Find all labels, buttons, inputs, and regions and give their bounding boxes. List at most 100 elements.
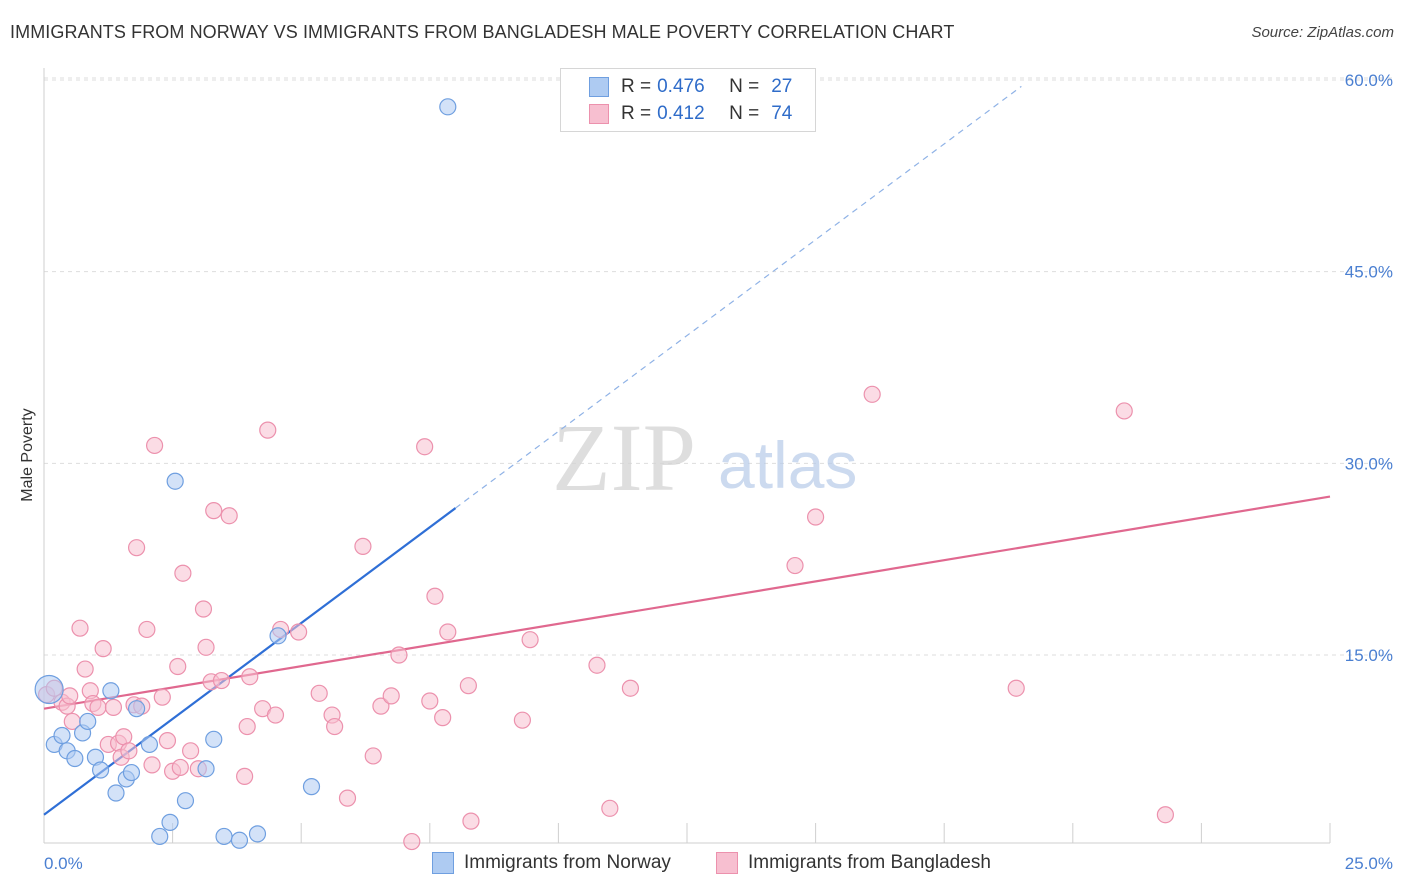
bangladesh-point bbox=[212, 671, 231, 690]
x-tick-label-max: 25.0% bbox=[1345, 854, 1393, 873]
norway-point bbox=[176, 792, 195, 810]
bangladesh-point bbox=[89, 698, 107, 716]
norway-point bbox=[66, 749, 84, 768]
norway-point bbox=[215, 827, 233, 846]
trend-lines bbox=[43, 85, 1331, 816]
bangladesh-point bbox=[238, 717, 256, 736]
bangladesh-point bbox=[1156, 806, 1174, 824]
norway-point bbox=[151, 827, 169, 846]
bangladesh-point bbox=[61, 687, 79, 705]
bangladesh-point bbox=[434, 709, 452, 727]
bangladesh-point bbox=[426, 587, 444, 605]
norway-point bbox=[102, 682, 120, 700]
norway-point bbox=[302, 778, 321, 796]
bangladesh-point bbox=[266, 706, 285, 724]
bangladesh-point bbox=[76, 660, 94, 678]
axes bbox=[43, 68, 1331, 844]
bangladesh-point bbox=[145, 436, 164, 455]
bangladesh-point bbox=[259, 421, 277, 439]
bangladesh-point bbox=[127, 539, 146, 557]
legend-label-norway: Immigrants from Norway bbox=[464, 852, 671, 873]
data-points bbox=[34, 98, 1174, 851]
norway-point bbox=[166, 472, 184, 490]
bangladesh-point bbox=[364, 747, 382, 765]
bangladesh-point bbox=[601, 799, 619, 817]
norway-point bbox=[91, 761, 110, 779]
legend-item-norway[interactable]: Immigrants from Norway bbox=[432, 852, 671, 874]
norway-point bbox=[140, 735, 159, 754]
bangladesh-point bbox=[786, 556, 804, 575]
correlation-legend: R = 0.476 N = 27 R = 0.412 N = 74 bbox=[560, 68, 816, 132]
legend-n-value: 74 bbox=[771, 103, 793, 124]
bangladesh-point bbox=[197, 638, 215, 656]
bangladesh-point bbox=[372, 697, 390, 715]
norway-trend-extension bbox=[455, 85, 1022, 509]
bangladesh-point bbox=[338, 789, 357, 807]
norway-point bbox=[230, 831, 249, 849]
bangladesh-point bbox=[521, 631, 539, 649]
norway-point bbox=[269, 627, 287, 645]
x-tick-label-min: 0.0% bbox=[44, 854, 83, 873]
legend-r-key: R = bbox=[621, 76, 652, 97]
y-tick-label: 30.0% bbox=[1345, 454, 1393, 473]
norway-point bbox=[205, 730, 223, 748]
bangladesh-point bbox=[120, 742, 138, 760]
bangladesh-point bbox=[158, 732, 177, 750]
norway-point bbox=[53, 726, 71, 745]
bangladesh-point bbox=[863, 385, 881, 403]
gridlines bbox=[44, 77, 1392, 656]
bangladesh-point bbox=[194, 600, 213, 618]
bangladesh-point bbox=[806, 508, 825, 526]
bangladesh-trend-line bbox=[43, 495, 1331, 710]
bangladesh-point bbox=[382, 687, 400, 705]
bangladesh-point bbox=[621, 679, 640, 697]
legend-n-value: 27 bbox=[771, 76, 793, 97]
legend-row-norway: R = 0.476 N = 27 bbox=[589, 75, 792, 99]
bangladesh-point bbox=[171, 758, 189, 777]
legend-item-bangladesh[interactable]: Immigrants from Bangladesh bbox=[716, 852, 991, 874]
bangladesh-point bbox=[403, 832, 421, 851]
bangladesh-point bbox=[94, 640, 112, 658]
bangladesh-point bbox=[416, 438, 434, 456]
bangladesh-point bbox=[459, 677, 477, 695]
bangladesh-point bbox=[104, 698, 123, 716]
bangladesh-point bbox=[513, 711, 531, 729]
legend-n-key: N = bbox=[729, 103, 760, 124]
bangladesh-point bbox=[143, 756, 161, 774]
y-tick-label: 60.0% bbox=[1345, 71, 1393, 90]
bangladesh-point bbox=[439, 623, 457, 641]
norway-point bbox=[107, 784, 125, 802]
bangladesh-point bbox=[169, 657, 187, 676]
bangladesh-point bbox=[220, 507, 238, 525]
legend-n-key: N = bbox=[729, 76, 760, 97]
bangladesh-swatch bbox=[589, 104, 609, 124]
norway-point bbox=[439, 98, 457, 116]
bangladesh-point bbox=[241, 668, 259, 686]
bangladesh-point bbox=[354, 537, 372, 555]
legend-r-key: R = bbox=[621, 103, 652, 124]
bangladesh-point bbox=[588, 656, 606, 674]
bangladesh-swatch bbox=[716, 852, 738, 874]
norway-point bbox=[248, 825, 267, 843]
bangladesh-point bbox=[310, 684, 328, 702]
watermark-atlas: atlas bbox=[718, 428, 857, 502]
bangladesh-point bbox=[462, 812, 480, 830]
norway-point bbox=[127, 700, 146, 718]
chart-title: IMMIGRANTS FROM NORWAY VS IMMIGRANTS FRO… bbox=[10, 22, 955, 42]
legend-r-value: 0.412 bbox=[657, 103, 705, 124]
bangladesh-point bbox=[182, 742, 200, 760]
norway-point bbox=[79, 712, 97, 731]
norway-point bbox=[34, 674, 64, 705]
norway-swatch bbox=[432, 852, 454, 874]
y-tick-label: 15.0% bbox=[1345, 646, 1393, 665]
bangladesh-point bbox=[174, 564, 192, 582]
bangladesh-point bbox=[71, 619, 89, 637]
legend-row-bangladesh: R = 0.412 N = 74 bbox=[589, 102, 792, 126]
tick-labels: 15.0% 30.0% 45.0% 60.0% 0.0% 25.0% bbox=[44, 71, 1393, 873]
bangladesh-point bbox=[1007, 679, 1025, 697]
norway-point bbox=[197, 760, 215, 778]
legend-label-bangladesh: Immigrants from Bangladesh bbox=[748, 852, 991, 873]
bangladesh-point bbox=[205, 502, 223, 520]
bangladesh-point bbox=[421, 692, 439, 710]
